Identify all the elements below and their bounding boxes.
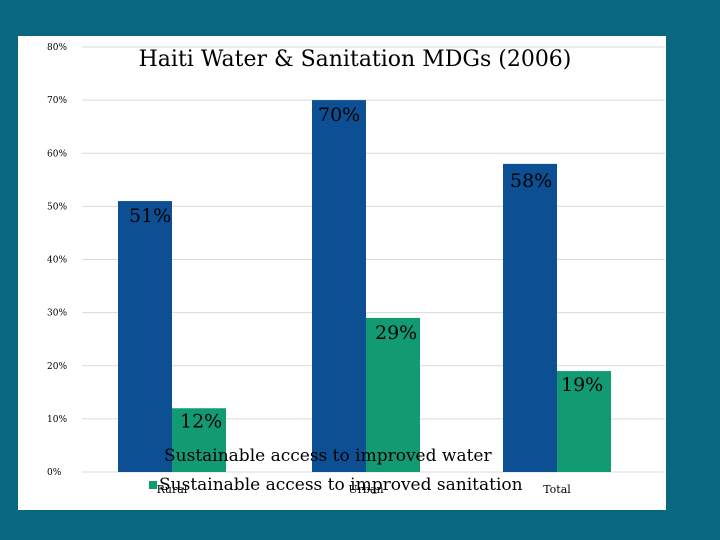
y-tick-label: 70% [47,96,67,106]
data-label: 29% [375,322,417,344]
y-tick-label: 40% [47,256,67,266]
x-axis-categories: Rural Urban Total [157,483,572,496]
data-label: 12% [180,410,222,432]
data-labels: 51% 12% 70% 29% 58% 19% [129,104,603,432]
data-label: 51% [129,205,171,227]
data-label: 70% [318,104,360,126]
bars [118,100,611,472]
y-tick-label: 60% [47,149,67,159]
y-axis-ticks: 0% 10% 20% 30% 40% 50% 60% 70% 80% [47,43,67,478]
bar-sanitation-rural [172,408,226,472]
y-tick-label: 80% [47,43,67,53]
bar-sanitation-total [557,371,611,472]
legend-swatch-sanitation [149,481,157,489]
bar-sanitation-urban [366,317,420,472]
y-tick-label: 10% [47,415,67,425]
y-tick-label: 0% [47,468,62,478]
y-tick-label: 20% [47,362,67,372]
x-category-label: Rural [157,483,188,496]
legend-entry-water: Sustainable access to improved water [164,446,492,466]
y-tick-label: 30% [47,309,67,319]
legend: Sustainable access to improved water Sus… [149,446,523,495]
legend-entry-sanitation: Sustainable access to improved sanitatio… [159,475,523,495]
data-label: 19% [561,374,603,396]
x-category-label: Total [543,483,571,496]
data-label: 58% [510,170,552,192]
chart-title: Haiti Water & Sanitation MDGs (2006) [139,47,572,72]
bar-water-total [503,163,557,472]
bar-water-rural [118,201,172,472]
x-category-label: Urban [348,483,383,496]
y-tick-label: 50% [47,202,67,212]
bar-water-urban [312,100,366,472]
